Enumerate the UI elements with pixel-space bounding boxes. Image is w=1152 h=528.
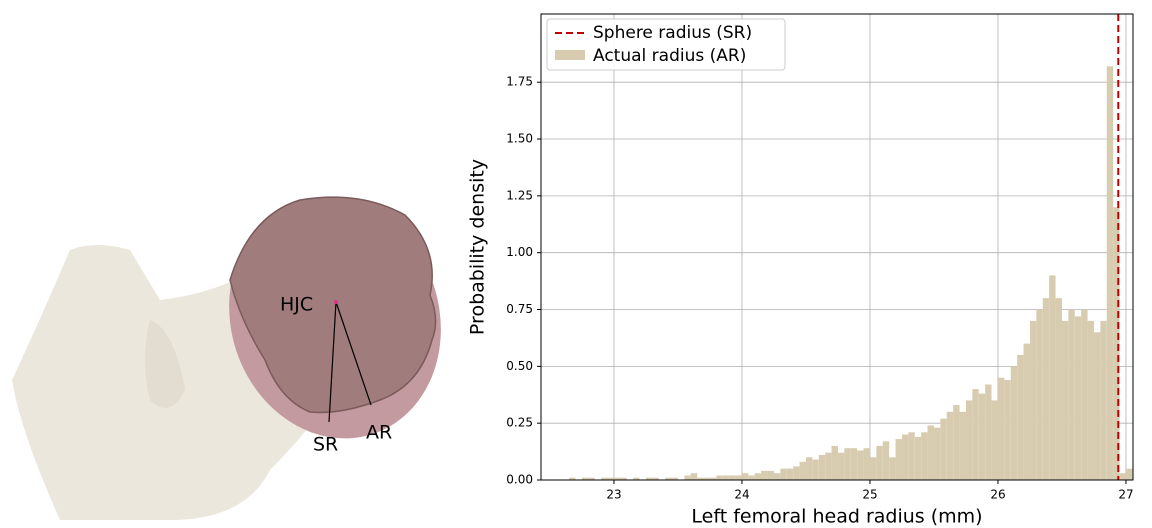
histogram-bar — [684, 475, 690, 480]
histogram-bar — [787, 469, 793, 480]
histogram-bar — [825, 453, 831, 480]
histogram-bar — [851, 448, 857, 480]
histogram-bar — [723, 475, 729, 480]
histogram-bar — [896, 439, 902, 480]
y-tick-label: 1.00 — [506, 245, 533, 259]
histogram-bar — [1024, 344, 1030, 480]
histogram-bar — [1043, 298, 1049, 480]
histogram-bar — [902, 435, 908, 480]
histogram-bar — [844, 448, 850, 480]
x-tick-label: 27 — [1118, 488, 1133, 502]
histogram-bar — [972, 389, 978, 480]
histogram-bar — [1100, 321, 1106, 480]
histogram-bar — [742, 473, 748, 480]
figure: HJC SR AR 23 24 25 26 27 0.00 0.25 0.50 0.75 1.00… — [0, 0, 1152, 528]
histogram-bar — [883, 441, 889, 480]
hjc-label: HJC — [280, 294, 313, 316]
histogram-bar — [960, 412, 966, 480]
histogram-bar — [940, 419, 946, 480]
y-tick-label: 1.75 — [506, 75, 533, 89]
histogram-bar — [998, 378, 1004, 480]
histogram-bar — [716, 475, 722, 480]
histogram-bar — [870, 457, 876, 480]
y-tick-label: 0.00 — [506, 473, 533, 487]
histogram-bar — [838, 453, 844, 480]
histogram-bar — [819, 455, 825, 480]
histogram-bar — [864, 448, 870, 480]
histogram-bar — [1036, 310, 1042, 480]
histogram-bar — [812, 460, 818, 480]
legend-label: Actual radius (AR) — [593, 46, 746, 66]
histogram-bar — [857, 450, 863, 480]
histogram-bar — [793, 466, 799, 480]
histogram-bar — [1107, 66, 1113, 480]
histogram-bar — [768, 471, 774, 480]
x-tick-label: 23 — [606, 488, 621, 502]
legend-swatch — [555, 50, 585, 60]
histogram-bar — [1075, 316, 1081, 480]
histogram-bar — [1068, 310, 1074, 480]
histogram-bar — [1081, 310, 1087, 480]
y-tick-label: 0.75 — [506, 302, 533, 316]
histogram-bar — [979, 394, 985, 480]
histogram-bar — [1011, 366, 1017, 480]
histogram-bar — [691, 473, 697, 480]
histogram-bar — [780, 469, 786, 480]
histogram-plot: 23 24 25 26 27 0.00 0.25 0.50 0.75 1.00 1.25 1.50 1.… — [506, 14, 1133, 502]
histogram-bar — [921, 432, 927, 480]
histogram-bar — [985, 385, 991, 480]
histogram-bar — [1049, 275, 1055, 480]
histogram-bar — [806, 457, 812, 480]
histogram-bar — [1004, 380, 1010, 480]
histogram-bar — [800, 462, 806, 480]
histogram-bar — [1030, 321, 1036, 480]
histogram-bar — [876, 446, 882, 480]
histogram-bar — [774, 473, 780, 480]
histogram-bar — [729, 475, 735, 480]
y-tick-label: 0.50 — [506, 359, 533, 373]
x-axis-label: Left femoral head radius (mm) — [691, 506, 982, 528]
histogram-bar — [928, 425, 934, 480]
histogram-bar — [966, 400, 972, 480]
x-tick-label: 25 — [862, 488, 877, 502]
y-tick-label: 0.25 — [506, 416, 533, 430]
y-tick-label: 1.25 — [506, 188, 533, 202]
histogram-bar — [1017, 355, 1023, 480]
histogram-bar — [1126, 469, 1132, 480]
y-tick-label: 1.50 — [506, 132, 533, 146]
histogram-bar — [1120, 473, 1126, 480]
y-axis-label: Probability density — [467, 159, 489, 335]
ar-label: AR — [366, 422, 392, 444]
histogram-bar — [832, 446, 838, 480]
histogram-bar — [934, 428, 940, 480]
histogram-bar — [1088, 321, 1094, 480]
legend-label: Sphere radius (SR) — [593, 23, 752, 43]
histogram-bar — [1062, 321, 1068, 480]
histogram-bar — [915, 437, 921, 480]
histogram-bar — [992, 400, 998, 480]
sr-label: SR — [313, 434, 338, 456]
hjc-point — [334, 300, 338, 304]
histogram-bar — [736, 475, 742, 480]
femur-illustration: HJC SR AR — [12, 170, 472, 520]
histogram-bar — [953, 405, 959, 480]
histogram-bar — [947, 412, 953, 480]
histogram-bar — [908, 432, 914, 480]
histogram-bar — [889, 457, 895, 480]
histogram-bar — [748, 475, 754, 480]
histogram-bar — [1094, 332, 1100, 480]
histogram-bar — [761, 471, 767, 480]
x-tick-label: 24 — [734, 488, 749, 502]
x-tick-label: 26 — [990, 488, 1005, 502]
histogram-bar — [755, 473, 761, 480]
histogram-bar — [1056, 298, 1062, 480]
